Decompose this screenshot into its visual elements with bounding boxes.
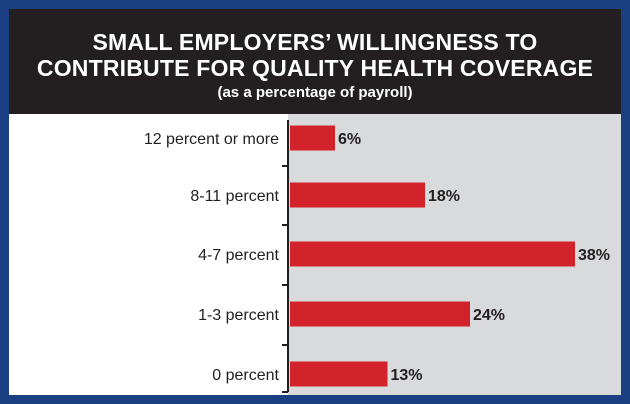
bar [290,241,575,267]
bar [290,125,335,151]
value-label: 24% [473,307,505,324]
chart-subtitle: (as a percentage of payroll) [217,84,413,101]
category-label: 4-7 percent [198,247,279,264]
category-label: 8-11 percent [190,188,279,205]
category-label: 0 percent [212,367,279,384]
category-label: 1-3 percent [198,307,279,324]
bar [290,182,425,208]
value-label: 6% [338,131,361,148]
value-label: 18% [428,188,460,205]
category-label: 12 percent or more [144,131,279,148]
bar [290,361,388,387]
chart-title-line-1: SMALL EMPLOYERS’ WILLINGNESS TO [92,29,538,55]
value-label: 38% [578,247,610,264]
value-label: 13% [391,367,423,384]
chart-title-bar: SMALL EMPLOYERS’ WILLINGNESS TO CONTRIBU… [9,9,621,114]
chart-title-line-2: CONTRIBUTE FOR QUALITY HEALTH COVERAGE [36,55,594,81]
bar [290,301,470,327]
bar-chart: 12 percent or more 6% 8-11 percent 18% 4-7 p… [144,108,610,393]
